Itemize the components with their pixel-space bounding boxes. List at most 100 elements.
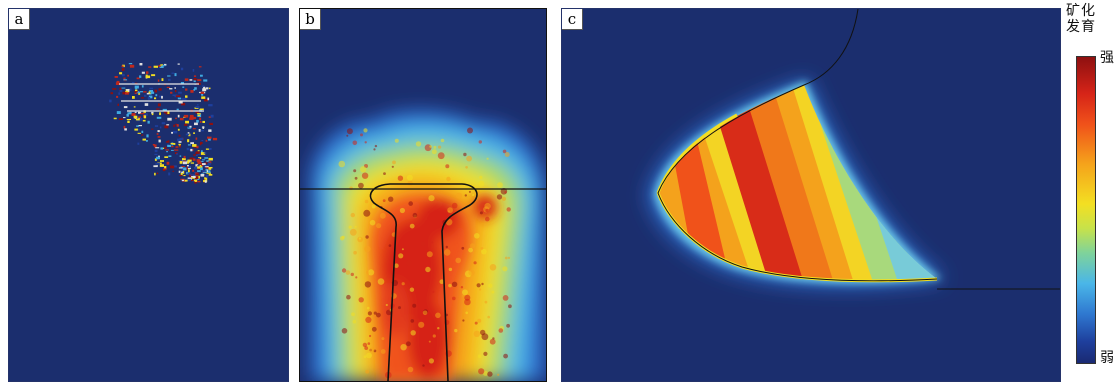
panel-b-speckle	[502, 295, 509, 301]
panel-a-speckle	[151, 74, 156, 77]
panel-a-speckle	[208, 167, 213, 169]
panel-a-speckle	[126, 89, 130, 92]
panel-b-speckle	[432, 334, 436, 338]
panel-a-speckle	[203, 86, 206, 90]
panel-b-speckle	[481, 282, 484, 286]
panel-b-speckle	[429, 145, 432, 148]
panel-b-speckle	[489, 264, 497, 271]
panel-b-speckle	[437, 152, 445, 160]
panel-a-speckle	[177, 114, 180, 118]
panel-b-field	[300, 110, 546, 381]
panel-b-speckle	[479, 211, 483, 215]
panel-a-speckle	[149, 92, 152, 95]
panel-b-speckle	[380, 349, 386, 354]
panel-a-speckle	[154, 158, 157, 161]
panel-a-speckle	[196, 166, 202, 169]
panel-b-speckle	[504, 191, 507, 194]
panel-b-speckle	[371, 326, 377, 332]
panel-b-speckle	[440, 138, 445, 143]
panel-a-speckle	[178, 141, 182, 143]
panel-a-speckle	[124, 128, 127, 131]
panel-a-label: a	[9, 9, 30, 30]
panel-a-speckle	[131, 113, 136, 116]
panel-a-speckle	[197, 180, 201, 183]
panel-a-speckle	[121, 87, 126, 89]
panel-b-speckle	[483, 370, 489, 376]
panel-a-speckle	[187, 132, 190, 134]
panel-a-speckle	[201, 96, 206, 99]
panel-a-speckle	[186, 147, 190, 151]
panel-b-speckle	[485, 208, 489, 213]
panel-a-speckle	[204, 166, 209, 168]
panel-b-orebody-outline	[369, 183, 478, 381]
panel-a-speckle	[178, 143, 181, 146]
panel-b-speckle	[439, 279, 445, 285]
panel-a-speckle	[205, 168, 208, 171]
panel-a-speckle	[141, 130, 144, 133]
panel-b-speckle	[355, 276, 358, 279]
panel-a-speckle	[134, 128, 138, 131]
panel-a-speckle	[205, 139, 208, 142]
panel-b-speckle	[406, 174, 413, 181]
panel-a-speckle	[176, 108, 179, 111]
panel-a-speckle	[195, 173, 200, 176]
panel-a-speckle	[147, 120, 150, 124]
panel-a-speckle	[161, 122, 166, 125]
panel-a-speckle	[194, 122, 198, 126]
panel-a-speckle	[135, 117, 140, 121]
panel-b-speckle	[408, 201, 413, 206]
panel-b-speckle	[368, 269, 375, 276]
panel-a-speckle	[119, 89, 123, 92]
panel-b-speckle	[438, 145, 442, 149]
panel-a-speckle	[193, 89, 196, 91]
panel-a-speckle	[172, 170, 175, 172]
panel-a-speckle	[173, 165, 177, 168]
panel-a-speckle	[178, 101, 183, 104]
panel-b-speckle	[373, 311, 377, 315]
panel-a-speckle	[158, 88, 162, 91]
panel-a-speckle	[123, 106, 128, 109]
panel-b-speckle	[481, 248, 487, 255]
panel-b-speckle	[478, 368, 485, 375]
panel-a-speckle	[118, 92, 120, 95]
panel-a-speckle	[178, 134, 181, 137]
panel-a-speckle	[135, 89, 138, 93]
panel-a-speckle	[125, 92, 129, 95]
panel-a-speckle	[187, 178, 191, 181]
panel-a-speckle	[136, 116, 139, 119]
panel-a-speckle	[170, 142, 175, 145]
panel-a-speckle	[197, 113, 201, 115]
panel-b-speckle	[435, 312, 441, 319]
panel-a-speckle	[156, 133, 159, 135]
panel-a-speckle	[154, 89, 158, 93]
panel-b-speckle	[487, 315, 490, 319]
panel-b-speckle	[431, 149, 437, 155]
panel-a-speckle	[136, 125, 139, 127]
panel-a-speckle	[139, 63, 143, 66]
panel-b-speckle	[397, 175, 404, 181]
panel-a-speckle	[177, 128, 180, 131]
panel-a-speckle	[167, 75, 171, 77]
panel-a-speckle	[141, 85, 144, 88]
panel-a-speckle	[185, 133, 190, 136]
panel-b-speckle	[420, 241, 426, 247]
panel-a-speckle	[199, 108, 204, 110]
panel-a-speckle	[159, 112, 161, 116]
panel-b-speckle	[366, 306, 370, 310]
panel-b-speckle	[476, 283, 481, 288]
panel-b-speckle	[369, 334, 372, 338]
legend-title-line2: 发育	[1066, 19, 1096, 35]
panel-b-speckle	[422, 310, 428, 316]
panel-b-speckle	[391, 165, 394, 168]
panel-b-speckle	[360, 133, 363, 137]
panel-b-speckle	[394, 263, 399, 268]
panel-b-speckle	[407, 180, 413, 186]
panel-a-speckle	[201, 126, 205, 128]
panel-b-speckle	[501, 196, 507, 201]
panel-a-speckle	[194, 167, 198, 170]
panel-a-speckle	[144, 103, 149, 106]
panel-a-speckle	[185, 88, 188, 91]
panel-a-speckle	[174, 152, 178, 155]
panel-b-speckle	[373, 148, 376, 151]
panel-b-speckle	[487, 371, 493, 377]
